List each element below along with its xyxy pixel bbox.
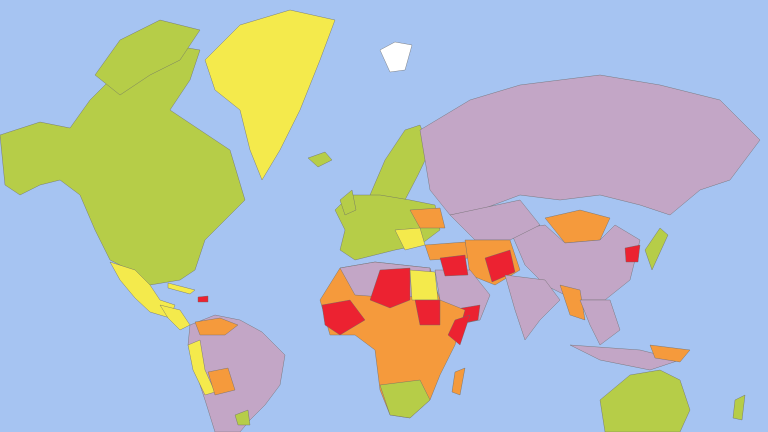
new-zealand xyxy=(732,394,746,421)
japan xyxy=(644,227,669,271)
afghanistan xyxy=(484,249,516,283)
indonesia xyxy=(569,344,681,371)
iceland xyxy=(307,151,333,168)
west-africa xyxy=(321,299,366,336)
uruguay xyxy=(234,409,251,426)
myanmar xyxy=(559,284,586,321)
cuba xyxy=(167,282,196,295)
ukraine xyxy=(409,207,446,229)
egypt xyxy=(409,269,439,301)
central-america xyxy=(159,304,191,331)
venezuela xyxy=(194,317,239,336)
southern-africa xyxy=(379,379,431,419)
syria-iraq xyxy=(439,254,469,277)
central-asia xyxy=(449,199,541,241)
sudan xyxy=(414,299,441,326)
papua xyxy=(649,344,691,363)
libya-mali xyxy=(369,267,411,309)
greenland xyxy=(204,9,336,181)
canadian-islands xyxy=(94,19,201,96)
svalbard xyxy=(379,41,413,73)
bolivia xyxy=(207,367,236,396)
somalia xyxy=(447,314,471,346)
australia xyxy=(599,369,691,432)
mongolia xyxy=(544,209,611,244)
madagascar xyxy=(451,367,466,396)
haiti xyxy=(197,295,209,303)
southeast-asia xyxy=(579,299,621,346)
india xyxy=(504,274,561,341)
north-korea xyxy=(624,244,641,263)
uk xyxy=(339,189,357,216)
